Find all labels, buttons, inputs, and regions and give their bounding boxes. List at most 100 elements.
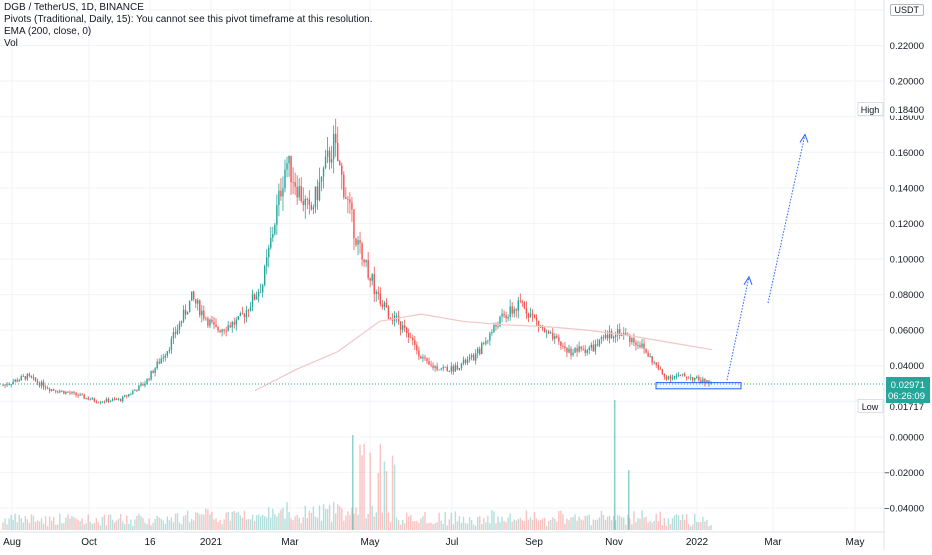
volume-bar (485, 522, 487, 530)
candle-body (337, 142, 339, 162)
candle-body (556, 336, 558, 338)
volume-bar (582, 520, 584, 530)
volume-bar (318, 505, 321, 530)
volume-bar (339, 506, 341, 530)
candle-body (150, 370, 152, 380)
volume-bar (199, 514, 201, 530)
candle-body (403, 325, 406, 328)
volume-bar (450, 512, 453, 530)
volume-bar (22, 522, 25, 530)
volume-bar (65, 517, 67, 530)
volume-bar (144, 522, 146, 530)
candle-body (124, 395, 126, 397)
ema-indicator-label[interactable]: EMA (200, close, 0) (4, 26, 92, 37)
low-marker-label: Low (862, 402, 879, 412)
candle-body (46, 388, 49, 389)
candle-body (59, 391, 61, 393)
candle-body (83, 394, 85, 399)
volume-bar (590, 525, 593, 530)
candle-body (6, 384, 8, 386)
candle-body (101, 401, 104, 403)
symbol-title[interactable]: DGB / TetherUS, 1D, BINANCE (4, 2, 144, 13)
candle-body (103, 401, 106, 403)
candle-body (261, 284, 264, 293)
volume-bar (503, 520, 505, 530)
volume-bar (651, 522, 653, 530)
candle-body (50, 389, 53, 391)
volume-bar (602, 514, 605, 530)
currency-badge[interactable]: USDT (889, 4, 924, 16)
volume-bar (414, 521, 416, 530)
volume-bar (493, 511, 495, 530)
candle-body (535, 317, 538, 321)
high-marker-label: High (861, 105, 880, 115)
volume-bar (227, 512, 229, 530)
volume-bar (330, 521, 333, 530)
volume-bar (472, 524, 475, 530)
volume-bar (383, 461, 386, 530)
ema-path (254, 313, 713, 392)
volume-indicator-label[interactable]: Vol (4, 38, 18, 49)
volume-bar (592, 519, 595, 530)
volume-bar (221, 524, 223, 530)
candle-body (503, 313, 505, 316)
candle-body (470, 355, 473, 358)
candle-body (474, 353, 477, 361)
candle-body (541, 326, 544, 329)
volume-bar (598, 517, 601, 530)
candle-body (629, 334, 631, 343)
candle-body (525, 308, 528, 314)
volume-bar (109, 514, 112, 530)
volume-bar (487, 515, 489, 530)
candle-body (99, 402, 102, 404)
volume-bar (541, 518, 544, 530)
volume-bar (89, 521, 91, 530)
candle-body (558, 337, 560, 342)
candle-body (113, 399, 116, 400)
candle-body (685, 376, 688, 378)
volume-bar (448, 519, 451, 530)
volume-bar (562, 513, 564, 530)
candle-body (537, 320, 540, 326)
candle-body (63, 390, 65, 394)
y-tick-label: 0.12000 (890, 219, 924, 230)
candle-body (452, 366, 455, 372)
candle-body (290, 155, 292, 183)
volume-bar (166, 516, 169, 530)
volume-bar (625, 524, 627, 530)
candle-body (237, 315, 240, 320)
candle-body (278, 190, 280, 205)
volume-bar (286, 502, 288, 530)
candle-body (140, 384, 142, 386)
candle-body (568, 348, 570, 353)
volume-bar (288, 512, 290, 530)
volume-bar (645, 516, 647, 530)
candle-body (227, 325, 229, 331)
candle-body (643, 343, 645, 349)
candle-body (22, 376, 25, 377)
volume-bar (627, 514, 629, 530)
candle-body (659, 368, 661, 370)
volume-bar (219, 520, 221, 530)
volume-bar (375, 512, 377, 530)
candle-body (12, 381, 14, 384)
volume-bar (428, 523, 430, 530)
volume-bar (393, 464, 396, 530)
volume-bar (391, 455, 394, 530)
candle-body (673, 376, 676, 378)
volume-bar (302, 517, 304, 530)
candle-body (572, 352, 574, 356)
volume-bar (140, 515, 142, 530)
volume-bar (483, 518, 485, 530)
candle-body (416, 344, 418, 351)
candle-body (515, 309, 517, 311)
volume-bar (371, 505, 373, 530)
volume-bar (639, 518, 641, 530)
volume-bar (249, 519, 252, 530)
pivots-indicator-label[interactable]: Pivots (Traditional, Daily, 15): You can… (4, 14, 373, 25)
x-tick-label: May (361, 537, 380, 548)
candle-body (412, 337, 414, 341)
